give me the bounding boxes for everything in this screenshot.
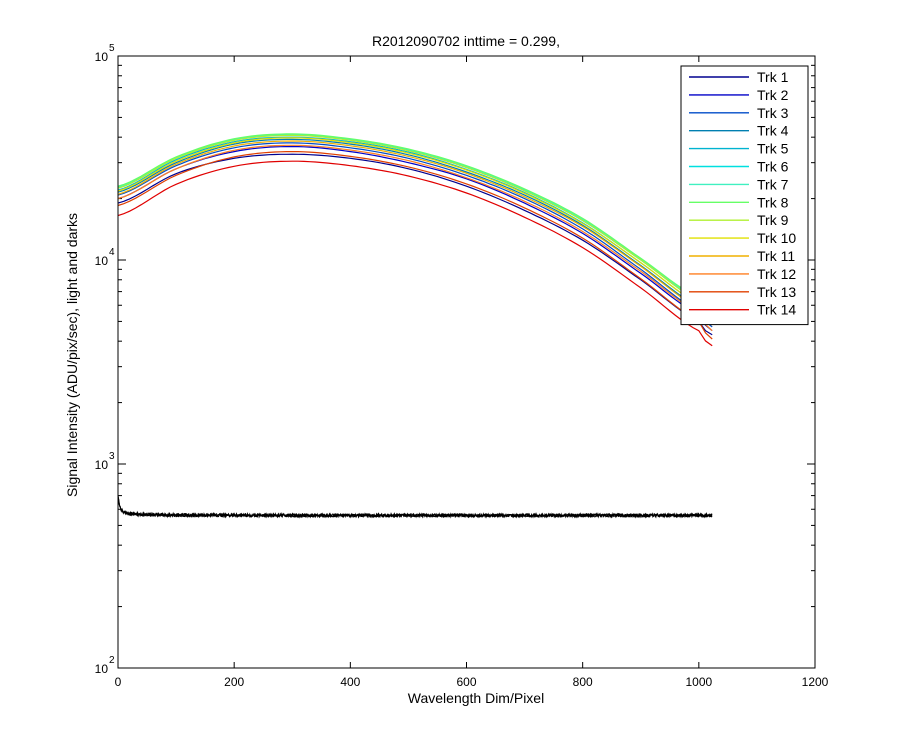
legend-label-trk-6: Trk 6 [757,159,789,175]
x-tick-label: 200 [224,675,244,689]
legend-label-trk-7: Trk 7 [757,176,789,192]
legend-label-trk-13: Trk 13 [757,284,796,300]
legend-label-trk-2: Trk 2 [757,87,789,103]
y-tick-label-base: 10 [95,458,109,472]
y-tick-label-exponent: 2 [109,655,115,666]
legend-label-trk-14: Trk 14 [757,302,796,318]
legend-label-trk-8: Trk 8 [757,194,789,210]
series-line-trk-8 [117,133,713,316]
y-tick-label-exponent: 3 [109,451,115,462]
series-line-trk-11 [117,140,713,326]
series-line-trk-4 [117,138,713,324]
y-tick-label-base: 10 [95,662,109,676]
x-tick-label: 400 [340,675,360,689]
x-tick-label: 1200 [802,675,829,689]
dark-signal [117,495,713,519]
legend-label-trk-12: Trk 12 [757,266,796,282]
x-axis-label: Wavelength Dim/Pixel [408,690,544,706]
series-line-trk-14 [117,160,713,347]
legend-label-trk-5: Trk 5 [757,141,789,157]
legend-label-trk-4: Trk 4 [757,123,789,139]
series-line-trk-2 [117,145,713,332]
series-lines [117,133,713,347]
plot-frame [117,55,816,669]
series-line-trk-13 [117,151,713,340]
series-line-trk-10 [117,137,713,322]
series-line-trk-9 [117,134,713,319]
chart-title: R2012090702 inttime = 0.299, [372,33,560,49]
x-tick-label: 0 [115,675,122,689]
legend-box [680,65,809,326]
x-tick-label: 1000 [685,675,712,689]
legend-label-trk-10: Trk 10 [757,230,796,246]
y-tick-label-base: 10 [95,50,109,64]
legend-label-trk-1: Trk 1 [757,69,789,85]
y-tick-label-exponent: 5 [109,43,115,54]
legend-label-trk-3: Trk 3 [757,105,789,121]
y-axis-label: Signal Intensity (ADU/pix/sec), light an… [64,213,80,497]
x-tick-label: 600 [456,675,476,689]
legend-label-trk-9: Trk 9 [757,212,789,228]
series-line-trk-12 [117,144,713,332]
series-line-trk-3 [117,142,713,328]
x-tick-label: 800 [573,675,593,689]
dark-signal-line [117,496,713,519]
y-tick-label-base: 10 [95,254,109,268]
legend-label-trk-11: Trk 11 [757,248,795,264]
y-tick-label-exponent: 4 [109,247,115,258]
